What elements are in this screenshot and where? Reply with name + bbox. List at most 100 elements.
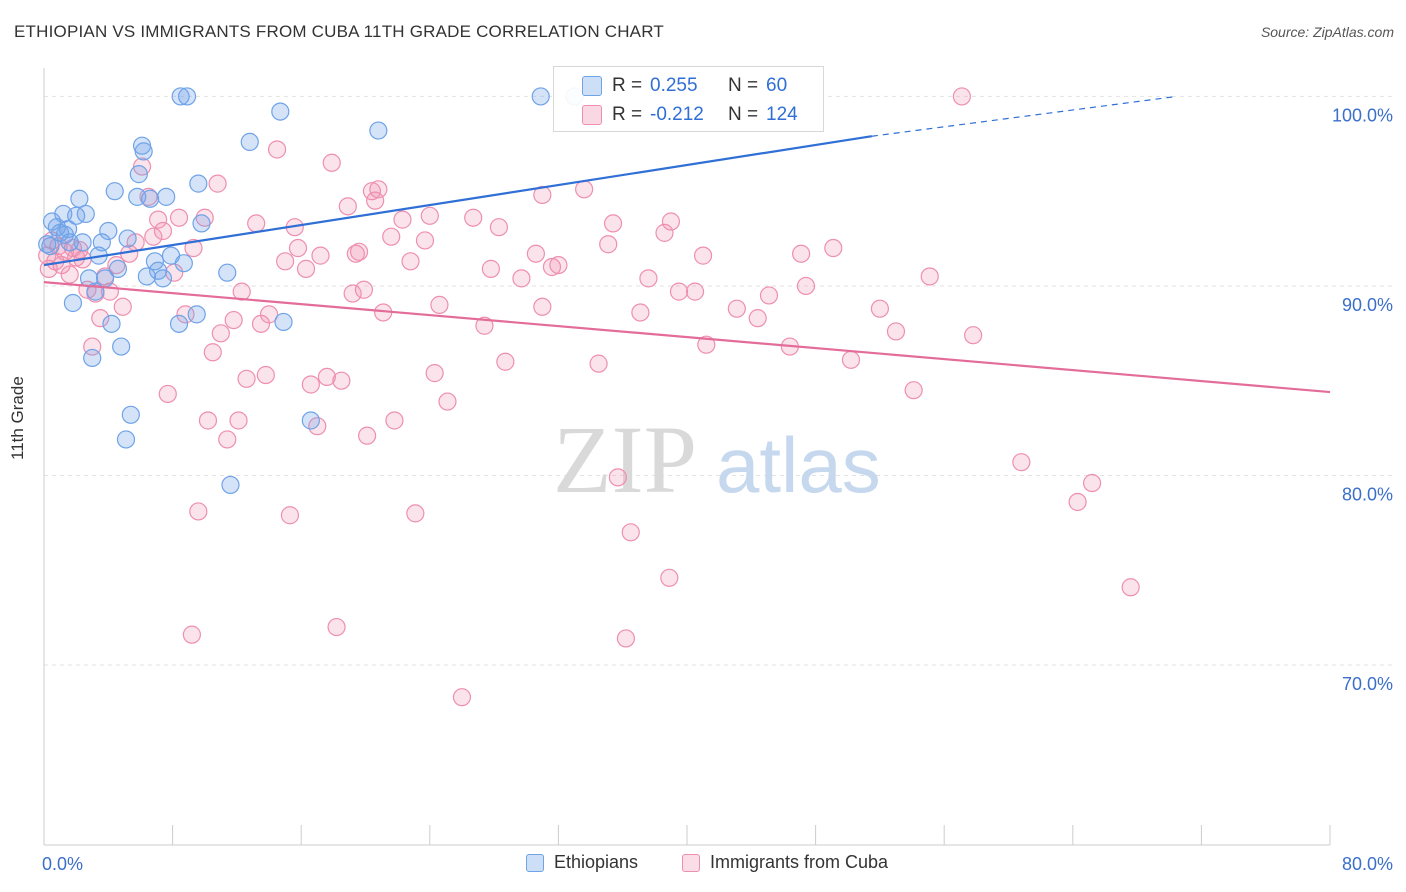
cuba-point [224, 310, 243, 330]
cuba-point [526, 244, 545, 263]
cuba-point [669, 282, 689, 301]
x-tick-label: 0.0% [42, 854, 83, 874]
cuba-point [549, 255, 568, 275]
cuba-point [1012, 453, 1031, 472]
cuba-point [401, 252, 420, 271]
cuba-point [1082, 473, 1102, 493]
cuba-point [382, 227, 401, 246]
ethiopians-point [76, 204, 95, 224]
cuba-point [886, 322, 906, 341]
cuba-point [343, 284, 362, 303]
ethiopians-point [301, 411, 320, 430]
cuba-point [542, 257, 562, 277]
n-label: N = [728, 75, 759, 96]
n-value: 124 [766, 104, 798, 125]
cuba-point [870, 299, 890, 318]
cuba-point [322, 153, 341, 172]
cuba-point [211, 324, 230, 343]
n-label: N = [728, 104, 759, 125]
cuba-point [184, 238, 203, 258]
watermark: ZIP atlas [553, 406, 881, 513]
cuba-point [169, 208, 189, 227]
cuba-point [1068, 492, 1087, 512]
cuba-point [259, 305, 279, 324]
cuba-point [792, 244, 811, 263]
ethiopians-point [531, 87, 550, 106]
cuba-point [639, 269, 658, 288]
ethiopians-point [189, 174, 208, 193]
cuba-point [425, 364, 444, 383]
cuba-point [349, 242, 369, 261]
cuba-point [616, 629, 636, 648]
ethiopians-point [218, 263, 237, 282]
cuba-point [420, 206, 439, 225]
cuba-point [512, 269, 531, 288]
cuba-point [276, 252, 295, 271]
series-ethiopians-points [38, 87, 584, 495]
y-tick-label: 100.0% [1332, 105, 1393, 125]
cuba-point [317, 367, 337, 387]
ethiopians-trend-extension [871, 95, 1177, 137]
ethiopians-point [121, 405, 140, 424]
cuba-point [327, 617, 346, 637]
ethiopians-point [112, 337, 131, 356]
cuba-point [393, 210, 412, 229]
stats-legend: R = 0.255 N = 60 R = -0.212 N = 124 [553, 66, 824, 132]
y-axis-label: 11th Grade [8, 376, 27, 460]
y-tick-label: 70.0% [1342, 674, 1393, 694]
ethiopians-point [38, 235, 57, 254]
cuba-point [748, 309, 767, 328]
cuba-point [589, 354, 608, 373]
cuba-point [332, 371, 351, 390]
r-value: 0.255 [650, 75, 698, 96]
cuba-point [481, 259, 500, 278]
cuba-point [218, 430, 237, 449]
cuba-point [280, 506, 300, 525]
cuba-point [203, 343, 222, 362]
cuba-point [693, 246, 713, 265]
cuba-point [430, 295, 449, 314]
legend-label-cuba: Immigrants from Cuba [710, 852, 889, 872]
cuba-point [621, 523, 640, 542]
cuba-point [1121, 578, 1140, 597]
cuba-point [60, 265, 79, 284]
ethiopians-point [137, 267, 156, 286]
cuba-point [195, 208, 214, 227]
ethiopians-point [174, 254, 193, 273]
ethiopians-point [369, 121, 388, 140]
cuba-point [415, 231, 435, 250]
x-tick-label: 80.0% [1342, 854, 1393, 874]
ethiopians-point [192, 214, 211, 233]
cuba-point [661, 212, 681, 231]
cuba-point [904, 381, 923, 400]
ethiopians-point [59, 219, 78, 239]
ethiopians-swatch [582, 76, 602, 96]
watermark-atlas: atlas [716, 421, 881, 509]
legend-item-ethiopians[interactable]: Ethiopians [526, 852, 638, 873]
ethiopians-point [145, 252, 165, 271]
cuba-point [301, 375, 320, 394]
cuba-point [385, 411, 404, 430]
tick-labels: 100.0% 90.0% 80.0% 70.0% 0.0% 80.0% [42, 105, 1393, 874]
ethiopians-point [153, 269, 173, 288]
ethiopians-point [140, 189, 160, 208]
cuba-point [346, 244, 365, 263]
cuba-swatch [582, 105, 602, 125]
ethiopians-point [102, 314, 121, 333]
cuba-point [533, 297, 552, 316]
ethiopians-point [240, 132, 259, 152]
cuba-point [354, 280, 373, 299]
cuba-point [288, 238, 308, 258]
r-label: R = [612, 104, 643, 125]
r-value: -0.212 [650, 104, 704, 125]
y-tick-label: 90.0% [1342, 295, 1393, 315]
cuba-point [920, 267, 939, 286]
legend-item-cuba[interactable]: Immigrants from Cuba [682, 852, 888, 873]
axes [43, 68, 1331, 846]
ethiopians-point [271, 102, 290, 121]
cuba-point [113, 297, 132, 316]
cuba-point [91, 309, 110, 328]
ethiopians-point [60, 233, 79, 252]
cuba-point [158, 384, 177, 404]
